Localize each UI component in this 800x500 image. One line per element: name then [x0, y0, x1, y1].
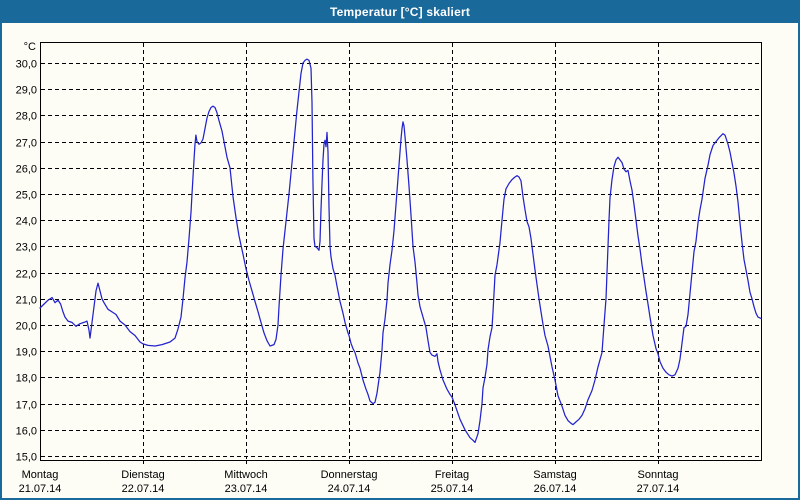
y-tick-label: 15,0	[16, 452, 37, 464]
y-tick-label: 18,0	[16, 373, 37, 385]
x-date-label: 27.07.14	[637, 483, 680, 495]
y-tick-label: 23,0	[16, 242, 37, 254]
x-date-label: 26.07.14	[534, 483, 577, 495]
y-tick-label: 22,0	[16, 269, 37, 281]
y-tick-label: 17,0	[16, 400, 37, 412]
x-day-label: Mittwoch	[224, 469, 267, 481]
y-tick-label: 27,0	[16, 138, 37, 150]
y-tick-label: 16,0	[16, 426, 37, 438]
y-tick-label: 21,0	[16, 295, 37, 307]
x-date-label: 22.07.14	[122, 483, 165, 495]
x-day-label: Sonntag	[638, 469, 679, 481]
x-day-label: Donnerstag	[321, 469, 378, 481]
window-titlebar: Temperatur [°C] skaliert	[2, 2, 798, 23]
y-tick-label: 29,0	[16, 85, 37, 97]
x-date-label: 21.07.14	[19, 483, 62, 495]
y-tick-label: 26,0	[16, 164, 37, 176]
y-tick-label: 28,0	[16, 111, 37, 123]
y-tick-label: 19,0	[16, 347, 37, 359]
y-axis-unit-label: °C	[24, 41, 36, 53]
x-date-label: 24.07.14	[328, 483, 371, 495]
x-date-label: 25.07.14	[431, 483, 474, 495]
y-tick-label: 20,0	[16, 321, 37, 333]
x-day-label: Freitag	[435, 469, 469, 481]
x-day-label: Montag	[22, 469, 59, 481]
y-tick-label: 25,0	[16, 190, 37, 202]
y-tick-label: 30,0	[16, 59, 37, 71]
temperature-series-line	[39, 58, 762, 444]
y-tick-label: 24,0	[16, 216, 37, 228]
plot-frame	[40, 42, 762, 461]
x-day-label: Dienstag	[121, 469, 164, 481]
window-title: Temperatur [°C] skaliert	[329, 5, 471, 19]
x-day-label: Samstag	[533, 469, 576, 481]
x-date-label: 23.07.14	[225, 483, 268, 495]
